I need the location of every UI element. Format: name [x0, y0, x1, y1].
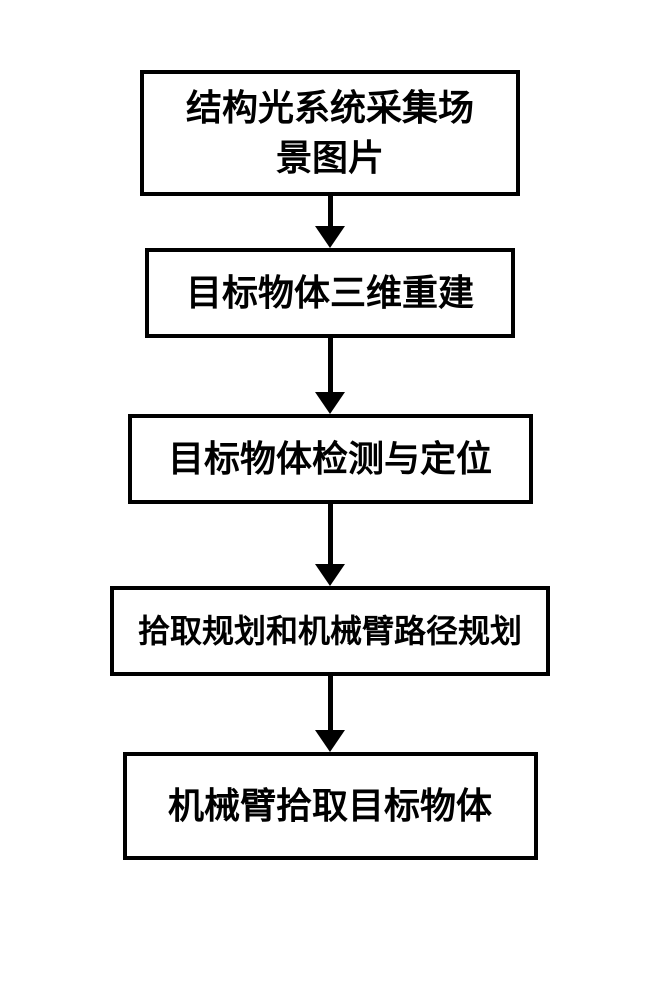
flowchart-node-2-label: 目标物体三维重建: [186, 268, 474, 318]
flowchart-node-4: 拾取规划和机械臂路径规划: [110, 586, 550, 676]
arrow-head-icon: [315, 226, 345, 248]
flowchart-arrow-2: [315, 338, 345, 414]
arrow-line: [328, 504, 333, 564]
arrow-line: [328, 676, 333, 730]
flowchart-node-4-label: 拾取规划和机械臂路径规划: [138, 609, 522, 654]
flowchart-node-2: 目标物体三维重建: [145, 248, 515, 338]
arrow-head-icon: [315, 392, 345, 414]
flowchart-node-1: 结构光系统采集场景图片: [140, 70, 520, 196]
arrow-line: [328, 196, 333, 226]
flowchart-node-3-label: 目标物体检测与定位: [168, 434, 492, 484]
flowchart-arrow-4: [315, 676, 345, 752]
arrow-head-icon: [315, 730, 345, 752]
flowchart-arrow-3: [315, 504, 345, 586]
flowchart-container: 结构光系统采集场景图片 目标物体三维重建 目标物体检测与定位 拾取规划和机械臂路…: [110, 70, 550, 860]
flowchart-arrow-1: [315, 196, 345, 248]
flowchart-node-5: 机械臂拾取目标物体: [123, 752, 538, 860]
arrow-line: [328, 338, 333, 392]
flowchart-node-3: 目标物体检测与定位: [128, 414, 533, 504]
flowchart-node-5-label: 机械臂拾取目标物体: [168, 781, 492, 831]
flowchart-node-1-label: 结构光系统采集场景图片: [186, 83, 474, 184]
arrow-head-icon: [315, 564, 345, 586]
